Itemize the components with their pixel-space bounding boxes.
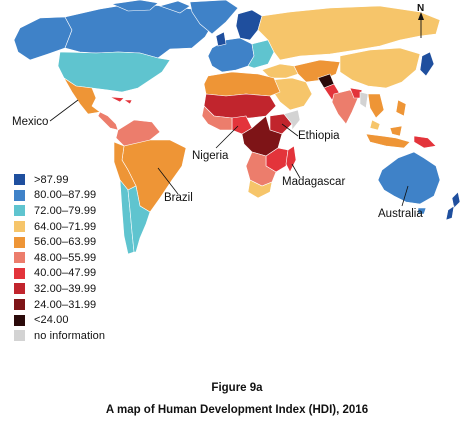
region-myanmar: [359, 91, 369, 109]
legend-item: 40.00–47.99: [14, 266, 105, 282]
legend-swatch: [14, 189, 25, 201]
region-new-zealand: [445, 191, 461, 221]
legend-swatch: [14, 283, 25, 295]
legend-item: 24.00–31.99: [14, 297, 105, 313]
legend-item: >87.99: [14, 172, 105, 188]
region-argentina: [127, 185, 151, 253]
region-indonesia: [365, 125, 411, 149]
region-uk: [215, 31, 227, 47]
region-west-africa-coast: [201, 105, 233, 131]
legend-swatch: [14, 221, 25, 233]
region-sahel: [203, 93, 277, 119]
region-japan-korea: [419, 51, 435, 77]
figure-number: Figure 9a: [211, 382, 263, 394]
legend-item: 64.00–71.99: [14, 219, 105, 235]
ethiopia-leader: [281, 123, 299, 137]
australia-leader: [401, 185, 409, 207]
label-mexico: Mexico: [12, 116, 49, 128]
region-central-africa: [241, 115, 283, 157]
region-greenland: [189, 0, 239, 35]
region-horn: [283, 109, 301, 131]
region-ethiopia: [269, 113, 293, 135]
label-madagascar: Madagascar: [282, 176, 346, 188]
region-scandinavia: [235, 9, 263, 41]
region-alaska: [13, 16, 73, 61]
legend-label: no information: [34, 329, 106, 342]
region-central-america: [97, 111, 119, 131]
legend-swatch: [14, 236, 25, 248]
legend-label: 48.00–55.99: [34, 251, 97, 264]
legend-swatch: [14, 314, 25, 326]
region-malaysia: [369, 119, 381, 131]
nigeria-leader: [215, 125, 239, 149]
region-russia: [257, 5, 441, 61]
region-south-africa: [247, 179, 273, 199]
region-turkey-caucasus: [261, 63, 299, 79]
mexico-leader: [49, 99, 79, 122]
legend-label: 64.00–71.99: [34, 220, 97, 233]
region-philippines: [395, 99, 407, 117]
legend-swatch: [14, 330, 25, 342]
legend-item: 48.00–55.99: [14, 250, 105, 266]
legend-item: <24.00: [14, 312, 105, 328]
north-label: N: [417, 3, 425, 14]
region-middle-east: [271, 77, 313, 111]
region-china-mongolia: [339, 47, 421, 89]
legend-item: 32.00–39.99: [14, 281, 105, 297]
legend-swatch: [14, 174, 25, 186]
legend-swatch: [14, 267, 25, 279]
legend-label: 80.00–87.99: [34, 189, 97, 202]
label-nigeria: Nigeria: [192, 150, 229, 162]
north-arrow-icon: [418, 12, 424, 38]
legend-label: 24.00–31.99: [34, 298, 97, 311]
region-indochina: [367, 93, 385, 119]
label-australia: Australia: [378, 208, 423, 220]
label-brazil: Brazil: [164, 192, 193, 204]
legend-label: 40.00–47.99: [34, 267, 97, 280]
region-australia: [377, 151, 441, 205]
legend-label: 72.00–79.99: [34, 204, 97, 217]
legend-swatch: [14, 205, 25, 217]
legend-label: 32.00–39.99: [34, 282, 97, 295]
madagascar-leader: [291, 163, 301, 179]
region-tasmania: [417, 207, 427, 215]
region-arctic-islands: [110, 0, 191, 14]
legend-label: <24.00: [34, 314, 69, 327]
legend: >87.99 80.00–87.99 72.00–79.99 64.00–71.…: [14, 172, 105, 344]
figure-title: A map of Human Development Index (HDI), …: [105, 404, 369, 416]
region-papua: [413, 135, 437, 149]
region-canada: [64, 3, 215, 59]
legend-label: 56.00–63.99: [34, 236, 97, 249]
label-ethiopia: Ethiopia: [298, 130, 340, 142]
region-caribbean: [109, 96, 133, 105]
region-western-europe: [207, 37, 255, 73]
legend-swatch: [14, 252, 25, 264]
legend-item: 80.00–87.99: [14, 188, 105, 204]
region-mexico: [63, 77, 101, 115]
region-iran-central-asia: [293, 59, 341, 83]
legend-swatch: [14, 299, 25, 311]
legend-item: no information: [14, 328, 105, 344]
legend-label: >87.99: [34, 173, 69, 186]
legend-item: 72.00–79.99: [14, 203, 105, 219]
brazil-leader: [157, 167, 179, 195]
legend-item: 56.00–63.99: [14, 234, 105, 250]
